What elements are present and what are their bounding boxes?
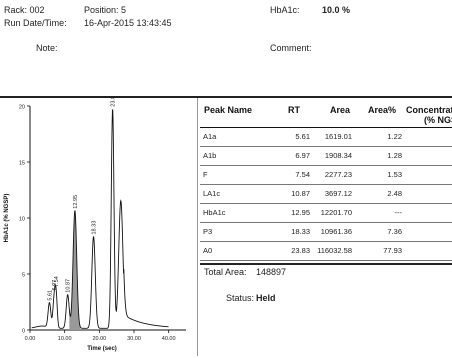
chart-table-divider (197, 98, 198, 356)
cell-area-pct: 7.36 (387, 227, 402, 236)
cell-area: 12201.70 (320, 208, 352, 217)
hba1c-label: HbA1c: (270, 5, 300, 15)
trace-layer (31, 109, 169, 329)
table-bottom-rule (200, 263, 452, 265)
y-axis-label: HbA1c (% NGSP) (4, 194, 10, 243)
chromatogram-chart: 0 5 10 15 20 0.00 10.00 20.00 30.00 40.00 Time (se… (4, 98, 186, 353)
note-label: Note: (36, 43, 58, 53)
status-value: Held (256, 293, 276, 303)
peak-label: 7.54 (54, 276, 60, 287)
col-header-peak-name: Peak Name (204, 105, 253, 115)
col-header-rt: RT (288, 105, 300, 115)
cell-rt: 23.83 (291, 246, 310, 255)
peak-table: Peak Name RT Area Area% Concentrat (% NG… (200, 103, 452, 358)
x-tick-label: 10.00 (58, 336, 72, 342)
tick-label-layer: 0 5 10 15 20 0.00 10.00 20.00 30.00 40.00 Time (se… (4, 105, 176, 353)
run-date-value: 16-Apr-2015 13:43:45 (84, 18, 172, 28)
cell-area-pct: 77.93 (383, 246, 402, 255)
x-tick-label: 40.00 (162, 336, 176, 342)
y-tick-label: 20 (19, 105, 25, 111)
peak-label: 18.33 (92, 221, 98, 235)
table-row: P3 18.33 10961.36 7.36 (200, 223, 452, 242)
table-row: A1a 5.61 1619.01 1.22 (200, 128, 452, 147)
cell-area: 1619.01 (324, 132, 352, 141)
cell-area: 2277.23 (324, 170, 352, 179)
total-area-label: Total Area: (204, 267, 247, 277)
peak-label: 10.87 (66, 279, 72, 293)
peak-label: 6.97 (52, 280, 58, 291)
x-tick-label: 20.00 (92, 336, 106, 342)
x-axis-label: Time (sec) (87, 346, 117, 352)
cell-area-pct: 1.53 (387, 170, 402, 179)
cell-rt: 6.97 (295, 151, 310, 160)
cell-area-pct: 1.28 (387, 151, 402, 160)
y-tick-label: 15 (19, 161, 25, 167)
cell-rt: 10.87 (291, 189, 310, 198)
cell-rt: 12.95 (291, 208, 310, 217)
run-date-label: Run Date/Time: (4, 18, 67, 28)
peak-label: 5.61 (47, 290, 53, 301)
cell-rt: 7.54 (295, 170, 310, 179)
cell-peak-name: A0 (203, 246, 213, 255)
col-header-area: Area (330, 105, 351, 115)
rack-label: Rack: 002 (4, 5, 45, 15)
total-area-value: 148897 (256, 267, 287, 277)
table-row: F 7.54 2277.23 1.53 (200, 166, 452, 185)
cell-area: 1908.34 (324, 151, 352, 160)
cell-rt: 5.61 (295, 132, 310, 141)
hba1c-value: 10.0 % (322, 5, 351, 15)
table-row: A1b 6.97 1908.34 1.28 (200, 147, 452, 166)
y-tick-label: 10 (19, 217, 25, 223)
x-tick-label: 0.00 (25, 336, 36, 342)
cell-area-pct: 2.48 (387, 189, 402, 198)
cell-peak-name: A1b (203, 151, 217, 160)
col-header-concentration: Concentrat (406, 105, 452, 115)
col-header-area-pct: Area% (368, 105, 397, 115)
cell-peak-name: F (203, 170, 208, 179)
table-row: A0 23.83 116032.58 77.93 (200, 242, 452, 261)
col-header-concentration-unit: (% NGS (424, 115, 452, 125)
cell-area: 116032.58 (317, 246, 352, 255)
y-tick-label: 0 (22, 329, 25, 335)
y-tick-label: 5 (22, 273, 25, 279)
chromatogram-trace (31, 109, 169, 329)
position-label: Position: 5 (84, 5, 127, 15)
peak-label: 12.95 (73, 195, 79, 209)
cell-area: 10961.36 (320, 227, 352, 236)
table-row: HbA1c 12.95 12201.70 --- (200, 204, 452, 223)
status-label: Status: (226, 293, 255, 303)
cell-rt: 18.33 (291, 227, 310, 236)
cell-area: 3697.12 (324, 189, 352, 198)
comment-label: Comment: (270, 43, 312, 53)
header-separator (0, 96, 452, 98)
peak-label: 23.83 (111, 98, 117, 107)
peak-label-layer: 5.616.977.54 10.87 12.95 18.33 23.83 (47, 98, 116, 301)
cell-peak-name: LA1c (203, 189, 221, 198)
cell-peak-name: HbA1c (203, 208, 226, 217)
table-row: LA1c 10.87 3697.12 2.48 (200, 185, 452, 204)
cell-area-pct: --- (394, 208, 403, 217)
x-tick-label: 30.00 (127, 336, 141, 342)
cell-area-pct: 1.22 (387, 132, 402, 141)
cell-peak-name: A1a (203, 132, 217, 141)
cell-peak-name: P3 (203, 227, 213, 236)
table-header-rule (200, 127, 452, 128)
